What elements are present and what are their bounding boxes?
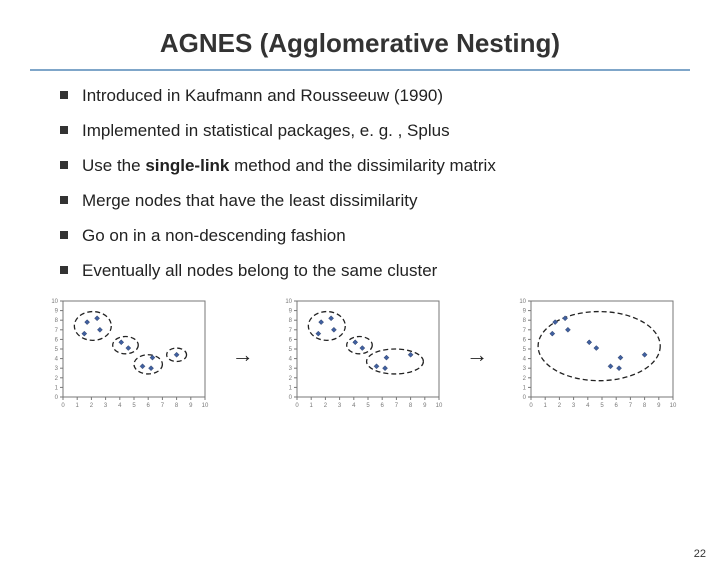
- svg-text:8: 8: [175, 403, 179, 409]
- svg-text:7: 7: [54, 327, 58, 333]
- svg-text:10: 10: [285, 299, 292, 305]
- page-title: AGNES (Agglomerative Nesting): [0, 28, 720, 59]
- svg-text:9: 9: [657, 403, 661, 409]
- svg-text:7: 7: [289, 327, 293, 333]
- svg-text:0: 0: [289, 395, 293, 401]
- svg-text:4: 4: [118, 403, 122, 409]
- svg-text:3: 3: [523, 366, 527, 372]
- svg-text:5: 5: [289, 347, 293, 353]
- bullet-item: Introduced in Kaufmann and Rousseeuw (19…: [60, 85, 680, 108]
- svg-text:10: 10: [670, 403, 677, 409]
- bullet-bold: single-link: [145, 156, 229, 175]
- svg-text:9: 9: [523, 308, 527, 314]
- chart-stage-2: 0 1 2 3 4 5 6 7 8 9 10 0 1 2 3 4 5 6 7 8 9 10: [509, 295, 679, 415]
- svg-text:10: 10: [201, 403, 208, 409]
- bullet-text: Eventually all nodes belong to the same …: [82, 261, 437, 280]
- bullet-text: Implemented in statistical packages, e. …: [82, 121, 450, 140]
- svg-text:6: 6: [380, 403, 384, 409]
- svg-text:10: 10: [51, 299, 58, 305]
- svg-text:1: 1: [309, 403, 313, 409]
- svg-text:1: 1: [544, 403, 548, 409]
- svg-text:2: 2: [289, 375, 293, 381]
- svg-text:6: 6: [289, 337, 293, 343]
- svg-text:6: 6: [523, 337, 527, 343]
- arrow-icon: →: [232, 342, 254, 368]
- svg-text:4: 4: [54, 356, 58, 362]
- chart-stage-0: 0 1 2 3 4 5 6 7 8 9 10 0 1 2 3 4 5 6 7 8 9 10: [41, 295, 211, 415]
- svg-text:9: 9: [289, 308, 293, 314]
- svg-text:5: 5: [54, 347, 58, 353]
- bullet-text: Merge nodes that have the least dissimil…: [82, 191, 417, 210]
- svg-text:5: 5: [366, 403, 370, 409]
- svg-text:6: 6: [615, 403, 619, 409]
- svg-text:4: 4: [289, 356, 293, 362]
- svg-text:2: 2: [523, 375, 527, 381]
- svg-text:1: 1: [75, 403, 79, 409]
- svg-text:2: 2: [54, 375, 58, 381]
- svg-text:8: 8: [54, 318, 58, 324]
- bullet-item: Implemented in statistical packages, e. …: [60, 120, 680, 143]
- charts-row: 012345678910012345678910 → 0123456789100…: [30, 295, 690, 415]
- svg-text:7: 7: [160, 403, 164, 409]
- svg-text:10: 10: [436, 403, 443, 409]
- svg-text:1: 1: [289, 385, 293, 391]
- svg-text:2: 2: [89, 403, 93, 409]
- bullet-item: Use the single-link method and the dissi…: [60, 155, 680, 178]
- svg-text:5: 5: [601, 403, 605, 409]
- bullet-text: Use the: [82, 156, 145, 175]
- svg-text:3: 3: [54, 366, 58, 372]
- svg-text:5: 5: [132, 403, 136, 409]
- svg-text:7: 7: [629, 403, 633, 409]
- svg-text:5: 5: [523, 347, 527, 353]
- svg-text:4: 4: [352, 403, 356, 409]
- svg-text:3: 3: [104, 403, 108, 409]
- svg-text:2: 2: [324, 403, 328, 409]
- title-rule: [30, 69, 690, 71]
- arrow-icon: →: [466, 342, 488, 368]
- bullet-item: Eventually all nodes belong to the same …: [60, 260, 680, 283]
- svg-text:0: 0: [61, 403, 65, 409]
- svg-text:0: 0: [523, 395, 527, 401]
- svg-text:3: 3: [572, 403, 576, 409]
- page-number: 22: [694, 548, 706, 560]
- svg-text:8: 8: [523, 318, 527, 324]
- svg-text:2: 2: [558, 403, 562, 409]
- svg-text:3: 3: [289, 366, 293, 372]
- svg-text:6: 6: [54, 337, 58, 343]
- svg-text:6: 6: [146, 403, 150, 409]
- svg-text:0: 0: [295, 403, 299, 409]
- svg-text:4: 4: [586, 403, 590, 409]
- bullet-text: method and the dissimilarity matrix: [229, 156, 495, 175]
- bullet-list: Introduced in Kaufmann and Rousseeuw (19…: [60, 85, 680, 283]
- svg-text:8: 8: [409, 403, 413, 409]
- bullet-text: Introduced in Kaufmann and Rousseeuw (19…: [82, 86, 443, 105]
- svg-text:8: 8: [289, 318, 293, 324]
- svg-text:7: 7: [523, 327, 527, 333]
- svg-text:10: 10: [520, 299, 527, 305]
- svg-text:9: 9: [423, 403, 427, 409]
- svg-text:9: 9: [54, 308, 58, 314]
- svg-text:1: 1: [523, 385, 527, 391]
- svg-text:9: 9: [189, 403, 193, 409]
- svg-text:1: 1: [54, 385, 58, 391]
- bullet-text: Go on in a non-descending fashion: [82, 226, 346, 245]
- bullet-item: Go on in a non-descending fashion: [60, 225, 680, 248]
- svg-text:7: 7: [395, 403, 399, 409]
- bullet-item: Merge nodes that have the least dissimil…: [60, 190, 680, 213]
- svg-text:3: 3: [338, 403, 342, 409]
- svg-text:4: 4: [523, 356, 527, 362]
- svg-text:0: 0: [54, 395, 58, 401]
- chart-stage-1: 0 1 2 3 4 5 6 7 8 9 10 0 1 2 3 4 5 6 7 8 9 10: [275, 295, 445, 415]
- svg-text:0: 0: [530, 403, 534, 409]
- svg-text:8: 8: [643, 403, 647, 409]
